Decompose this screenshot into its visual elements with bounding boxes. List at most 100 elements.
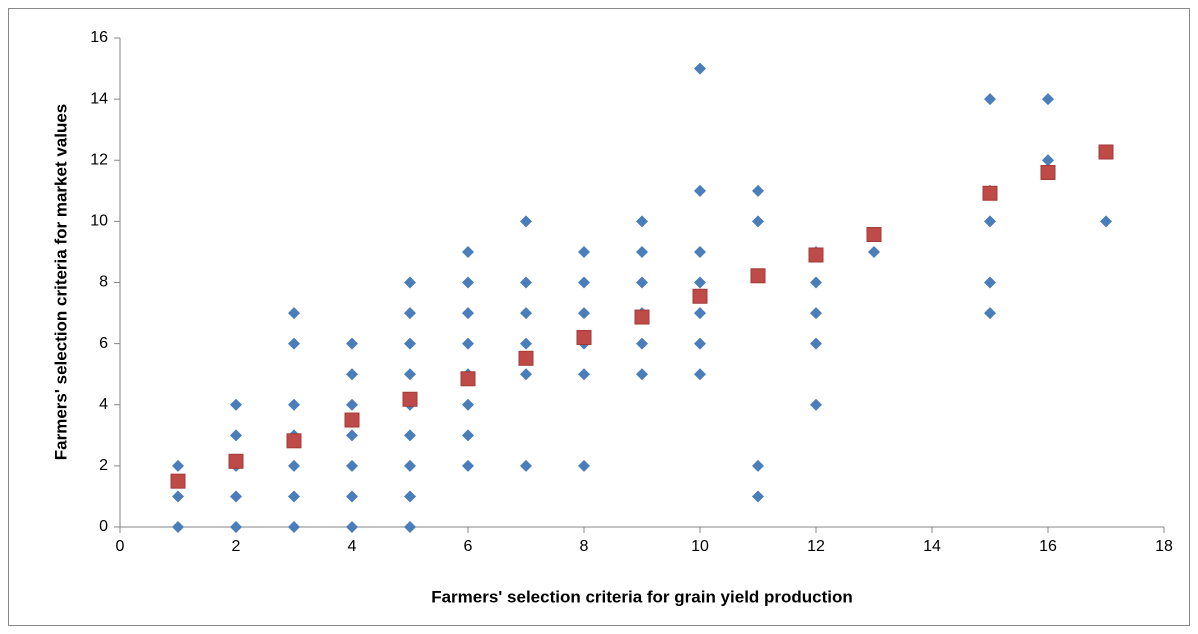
point [520, 337, 532, 350]
point [170, 473, 186, 489]
point [402, 391, 418, 407]
point [346, 337, 358, 350]
point [636, 245, 648, 258]
point [288, 490, 300, 503]
point [576, 330, 592, 346]
point [810, 276, 822, 289]
point [404, 368, 416, 381]
x-tick-label: 10 [691, 538, 709, 555]
point [462, 429, 474, 442]
y-tick-label: 0 [99, 518, 108, 535]
point [462, 398, 474, 411]
x-tick-label: 18 [1155, 538, 1173, 555]
y-tick-label: 4 [99, 396, 108, 413]
point [694, 62, 706, 75]
point [460, 371, 476, 387]
point [752, 215, 764, 228]
point [404, 459, 416, 472]
point [752, 184, 764, 197]
point [752, 459, 764, 472]
point [462, 276, 474, 289]
point [404, 276, 416, 289]
point [636, 337, 648, 350]
point [520, 215, 532, 228]
point [868, 245, 880, 258]
point [404, 429, 416, 442]
point [404, 521, 416, 533]
y-tick-label: 2 [99, 457, 108, 474]
point [462, 245, 474, 258]
point [634, 309, 650, 325]
x-tick-label: 2 [232, 538, 241, 555]
point [578, 307, 590, 320]
point [228, 453, 244, 469]
point [462, 459, 474, 472]
point [172, 521, 184, 533]
point [346, 521, 358, 533]
point [346, 398, 358, 411]
point [984, 307, 996, 320]
point [172, 490, 184, 503]
point [404, 337, 416, 350]
point [462, 307, 474, 320]
chart-frame [8, 8, 1190, 626]
x-tick-label: 16 [1039, 538, 1057, 555]
point [982, 185, 998, 201]
point [346, 368, 358, 381]
x-axis-title: Farmers' selection criteria for grain yi… [431, 587, 853, 606]
y-tick-label: 12 [90, 151, 108, 168]
point [518, 350, 534, 366]
point [288, 398, 300, 411]
point [288, 307, 300, 320]
point [520, 368, 532, 381]
point [230, 521, 242, 533]
point [286, 433, 302, 449]
y-tick-label: 6 [99, 335, 108, 352]
point [866, 227, 882, 243]
point [984, 215, 996, 228]
point [636, 368, 648, 381]
point [520, 459, 532, 472]
point [346, 459, 358, 472]
point [984, 93, 996, 106]
point [578, 276, 590, 289]
point [520, 276, 532, 289]
point [230, 490, 242, 503]
x-tick-label: 0 [116, 538, 125, 555]
point [1098, 144, 1114, 160]
point [346, 429, 358, 442]
point [578, 245, 590, 258]
point [810, 398, 822, 411]
point [404, 490, 416, 503]
point [984, 276, 996, 289]
x-tick-label: 12 [807, 538, 825, 555]
point [1042, 93, 1054, 106]
point [1100, 215, 1112, 228]
point [636, 215, 648, 228]
y-tick-label: 14 [90, 90, 108, 107]
point [810, 307, 822, 320]
point [346, 490, 358, 503]
point [694, 276, 706, 289]
point [1040, 164, 1056, 180]
point [578, 459, 590, 472]
point [694, 337, 706, 350]
y-axis-title: Farmers' selection criteria for market v… [51, 104, 70, 461]
point [462, 337, 474, 350]
point [1042, 154, 1054, 167]
y-tick-label: 16 [90, 29, 108, 46]
point [288, 459, 300, 472]
point [808, 247, 824, 263]
point [636, 276, 648, 289]
point [404, 307, 416, 320]
x-tick-label: 8 [580, 538, 589, 555]
point [520, 307, 532, 320]
point [750, 268, 766, 284]
point [288, 521, 300, 533]
point [694, 184, 706, 197]
point [230, 398, 242, 411]
point [810, 337, 822, 350]
y-tick-label: 10 [90, 213, 108, 230]
